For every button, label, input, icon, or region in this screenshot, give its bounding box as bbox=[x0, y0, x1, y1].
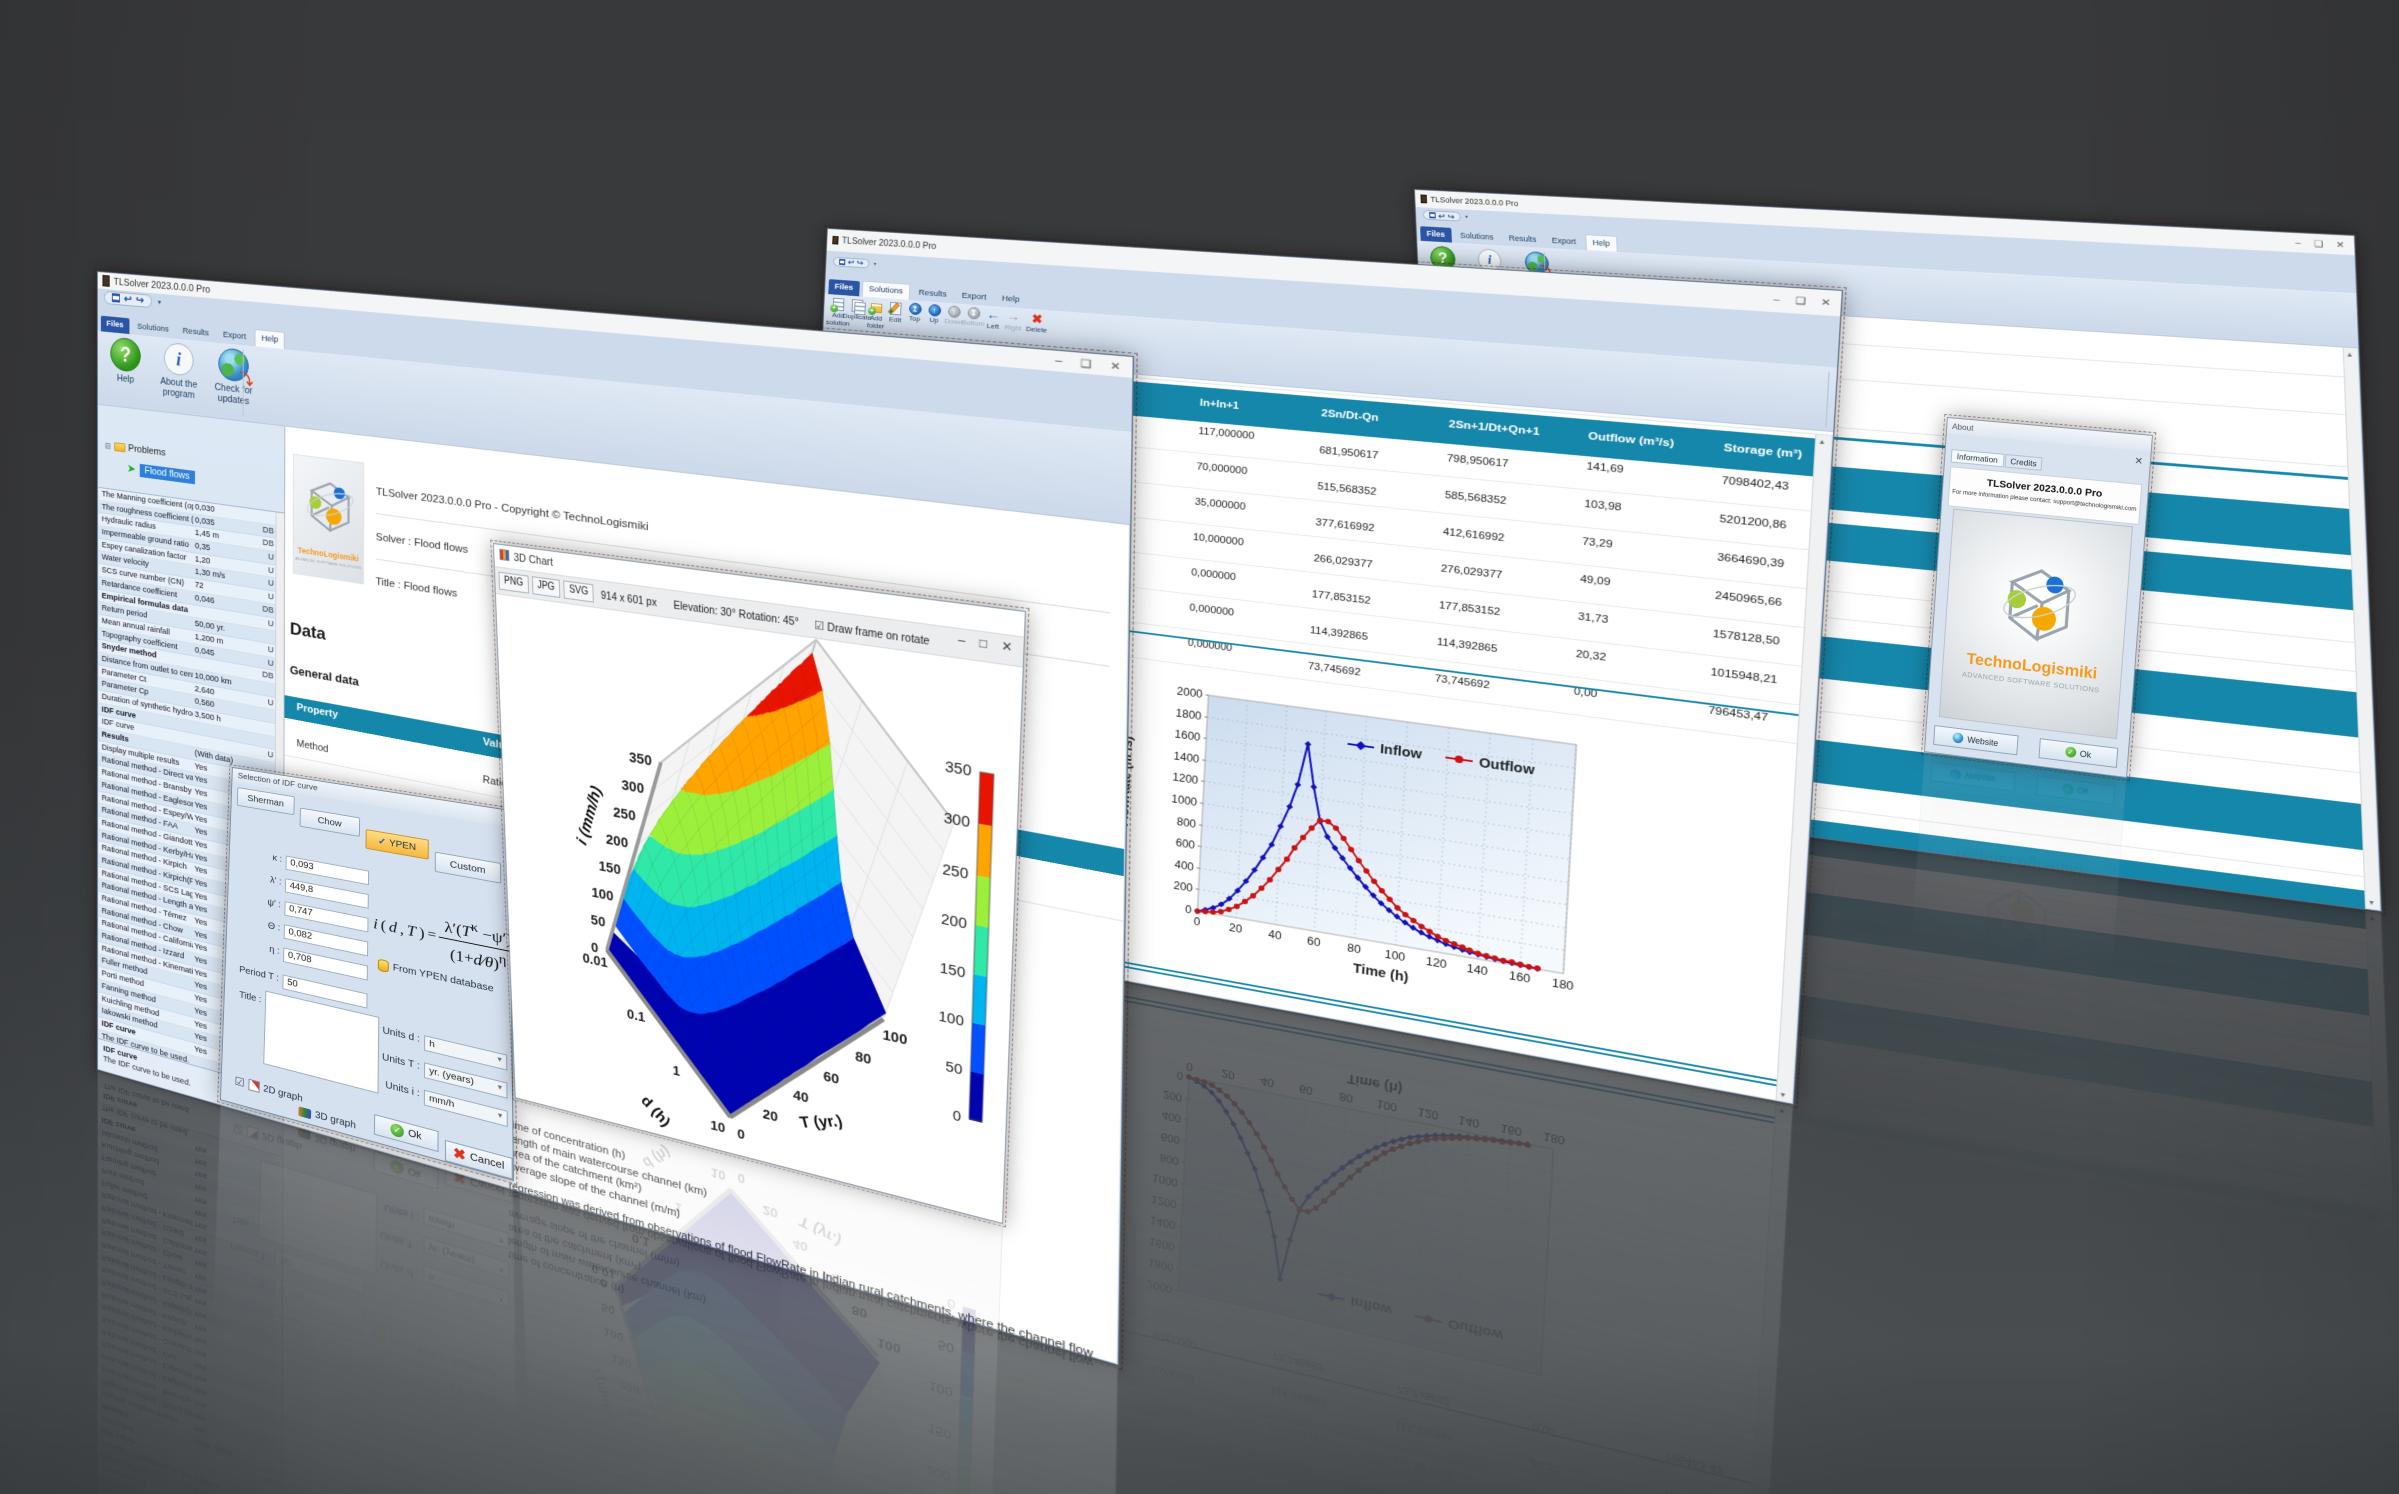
svg-text:80: 80 bbox=[855, 1049, 872, 1069]
svg-text:2000: 2000 bbox=[1177, 684, 1203, 700]
svg-text:0: 0 bbox=[952, 1107, 961, 1125]
svg-text:400: 400 bbox=[1174, 858, 1194, 873]
svg-text:0: 0 bbox=[1193, 915, 1200, 928]
svg-text:0.01: 0.01 bbox=[591, 1261, 615, 1282]
svg-text:i (mm/h): i (mm/h) bbox=[589, 1369, 620, 1424]
svg-text:150: 150 bbox=[611, 1351, 632, 1371]
svg-text:0: 0 bbox=[947, 1295, 956, 1312]
svg-text:20: 20 bbox=[1221, 1067, 1235, 1082]
svg-text:60: 60 bbox=[823, 1069, 839, 1089]
svg-text:i (mm/h): i (mm/h) bbox=[573, 783, 605, 848]
svg-text:100: 100 bbox=[929, 1378, 953, 1400]
svg-text:120: 120 bbox=[1426, 954, 1448, 970]
svg-text:200: 200 bbox=[1163, 1088, 1183, 1104]
svg-text:0: 0 bbox=[1186, 1060, 1193, 1073]
svg-text:1200: 1200 bbox=[1151, 1193, 1177, 1211]
svg-text:40: 40 bbox=[792, 1235, 807, 1254]
svg-text:350: 350 bbox=[945, 758, 972, 780]
svg-text:80: 80 bbox=[1339, 1090, 1353, 1105]
svg-text:0.01: 0.01 bbox=[582, 950, 608, 971]
svg-text:0: 0 bbox=[591, 940, 599, 957]
svg-text:200: 200 bbox=[1173, 879, 1193, 894]
svg-text:140: 140 bbox=[1458, 1113, 1480, 1130]
svg-text:100: 100 bbox=[1384, 947, 1405, 963]
svg-text:100: 100 bbox=[591, 885, 613, 905]
svg-text:100: 100 bbox=[882, 1027, 907, 1049]
svg-text:50: 50 bbox=[938, 1336, 955, 1356]
svg-text:80: 80 bbox=[1347, 941, 1361, 956]
svg-text:1800: 1800 bbox=[1148, 1256, 1174, 1274]
svg-text:1400: 1400 bbox=[1150, 1214, 1176, 1232]
svg-text:300: 300 bbox=[636, 1430, 657, 1450]
svg-text:d (h): d (h) bbox=[639, 1142, 674, 1172]
svg-text:300: 300 bbox=[621, 777, 644, 797]
svg-text:1: 1 bbox=[675, 1199, 683, 1216]
svg-text:1200: 1200 bbox=[1172, 770, 1198, 786]
svg-text:d (h): d (h) bbox=[638, 1093, 673, 1130]
svg-text:0: 0 bbox=[1185, 903, 1192, 916]
svg-text:160: 160 bbox=[1500, 1122, 1522, 1139]
svg-text:180: 180 bbox=[1543, 1130, 1565, 1147]
svg-text:20: 20 bbox=[763, 1202, 778, 1221]
svg-text:250: 250 bbox=[942, 861, 969, 883]
svg-text:250: 250 bbox=[613, 804, 636, 824]
svg-text:1000: 1000 bbox=[1152, 1172, 1178, 1190]
svg-text:60: 60 bbox=[1307, 934, 1321, 949]
svg-text:80: 80 bbox=[852, 1302, 868, 1321]
svg-text:T (yr.): T (yr.) bbox=[798, 1112, 845, 1131]
svg-text:1600: 1600 bbox=[1149, 1235, 1175, 1253]
svg-text:0.1: 0.1 bbox=[632, 1230, 650, 1249]
svg-text:250: 250 bbox=[627, 1403, 648, 1423]
svg-text:1800: 1800 bbox=[1175, 706, 1201, 722]
svg-text:0: 0 bbox=[1177, 1069, 1184, 1082]
svg-text:40: 40 bbox=[793, 1087, 809, 1106]
svg-text:350: 350 bbox=[643, 1456, 664, 1476]
svg-text:Time (h): Time (h) bbox=[1347, 1071, 1403, 1095]
svg-text:200: 200 bbox=[606, 831, 629, 851]
svg-text:0: 0 bbox=[738, 1169, 746, 1186]
svg-text:140: 140 bbox=[1466, 961, 1488, 977]
svg-text:100: 100 bbox=[603, 1324, 624, 1344]
svg-text:100: 100 bbox=[938, 1008, 964, 1030]
svg-text:40: 40 bbox=[1260, 1075, 1274, 1090]
svg-text:0.1: 0.1 bbox=[627, 1006, 646, 1026]
svg-text:160: 160 bbox=[1509, 969, 1531, 986]
svg-text:200: 200 bbox=[941, 911, 967, 933]
svg-text:20: 20 bbox=[763, 1106, 778, 1125]
svg-text:350: 350 bbox=[629, 749, 652, 770]
svg-text:40: 40 bbox=[1268, 927, 1282, 942]
svg-text:600: 600 bbox=[1161, 1131, 1181, 1147]
svg-text:120: 120 bbox=[1417, 1106, 1438, 1123]
svg-text:50: 50 bbox=[601, 1299, 615, 1317]
svg-text:0: 0 bbox=[737, 1126, 745, 1143]
svg-text:20: 20 bbox=[1229, 921, 1243, 936]
svg-text:600: 600 bbox=[1175, 836, 1195, 851]
svg-text:200: 200 bbox=[619, 1377, 640, 1397]
svg-text:300: 300 bbox=[943, 809, 970, 831]
svg-text:800: 800 bbox=[1159, 1151, 1179, 1167]
svg-text:180: 180 bbox=[1552, 976, 1574, 993]
svg-text:10: 10 bbox=[711, 1164, 726, 1183]
svg-text:800: 800 bbox=[1176, 815, 1196, 830]
svg-text:1000: 1000 bbox=[1171, 792, 1197, 808]
svg-text:400: 400 bbox=[1162, 1109, 1182, 1125]
svg-text:150: 150 bbox=[940, 960, 966, 982]
svg-text:0: 0 bbox=[600, 1275, 607, 1291]
svg-text:1400: 1400 bbox=[1173, 749, 1199, 765]
svg-text:100: 100 bbox=[877, 1334, 901, 1356]
svg-text:10: 10 bbox=[710, 1118, 725, 1137]
svg-text:50: 50 bbox=[591, 912, 606, 931]
svg-text:1: 1 bbox=[673, 1063, 681, 1080]
svg-text:Time (h): Time (h) bbox=[1353, 962, 1410, 986]
svg-text:Inflow: Inflow bbox=[1380, 743, 1423, 763]
svg-text:150: 150 bbox=[598, 858, 621, 878]
svg-text:150: 150 bbox=[927, 1420, 951, 1442]
svg-text:60: 60 bbox=[821, 1268, 837, 1287]
svg-text:1600: 1600 bbox=[1174, 727, 1200, 743]
svg-text:2000: 2000 bbox=[1147, 1278, 1173, 1296]
svg-text:200: 200 bbox=[926, 1462, 950, 1484]
svg-text:100: 100 bbox=[1376, 1097, 1397, 1114]
svg-text:50: 50 bbox=[945, 1059, 962, 1079]
svg-text:60: 60 bbox=[1299, 1082, 1313, 1097]
